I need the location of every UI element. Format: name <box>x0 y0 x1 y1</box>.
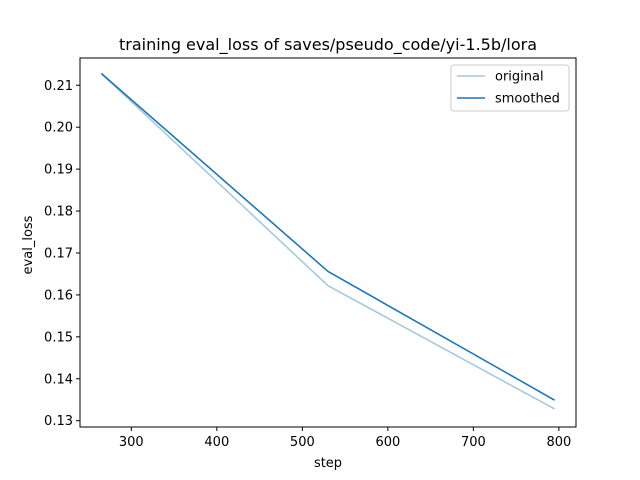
x-axis-title: step <box>314 456 342 471</box>
y-tick-label: 0.13 <box>44 414 73 429</box>
y-tick-label: 0.17 <box>44 246 73 261</box>
legend-label: smoothed <box>495 92 560 107</box>
x-tick-label: 800 <box>546 435 571 450</box>
plot-frame <box>79 57 577 428</box>
y-tick-label: 0.19 <box>44 163 73 178</box>
x-tick-label: 500 <box>290 435 315 450</box>
series-line-smoothed <box>100 72 556 401</box>
plot-area: 300 400 500 600 700 800 0.13 0.14 0.15 0.16 0.17 0.… <box>44 57 577 450</box>
x-tick-label: 400 <box>204 435 229 450</box>
series-line-original <box>100 72 556 410</box>
y-tick-label: 0.18 <box>44 205 73 220</box>
y-axis-title: eval_loss <box>21 215 36 274</box>
x-tick-label: 700 <box>461 435 486 450</box>
x-tick-label: 300 <box>119 435 144 450</box>
y-tick-label: 0.21 <box>44 79 73 94</box>
y-tick-label: 0.14 <box>44 372 73 387</box>
x-tick-label: 600 <box>375 435 400 450</box>
legend: original smoothed <box>450 64 570 112</box>
legend-label: original <box>495 70 544 85</box>
chart-title: training eval_loss of saves/pseudo_code/… <box>119 35 537 55</box>
y-tick-label: 0.16 <box>44 288 73 303</box>
y-tick-label: 0.20 <box>44 121 73 136</box>
y-tick-label: 0.15 <box>44 330 73 345</box>
